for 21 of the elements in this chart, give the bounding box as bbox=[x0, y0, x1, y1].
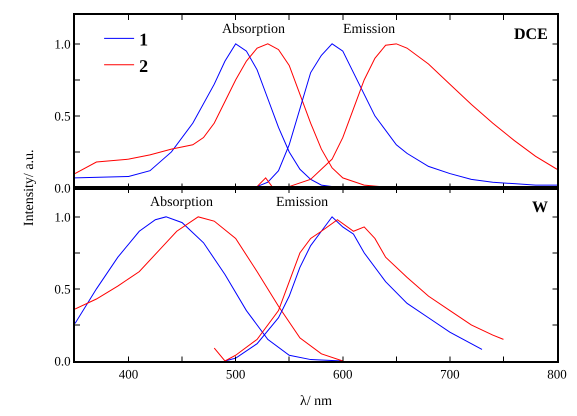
y-tick-label: 0.5 bbox=[54, 281, 71, 296]
x-tick-label: 800 bbox=[547, 366, 567, 382]
annotation: DCE bbox=[514, 26, 548, 43]
x-tick-label: 600 bbox=[333, 366, 353, 382]
annotation: Absorption bbox=[222, 22, 285, 37]
annotation: Emission bbox=[276, 195, 328, 210]
y-tick-label: 0.0 bbox=[54, 180, 71, 196]
x-tick-label: 700 bbox=[440, 366, 460, 382]
annotation: Emission bbox=[343, 22, 396, 37]
annotation: Absorption bbox=[150, 195, 213, 210]
y-tick-label: 0.5 bbox=[54, 108, 71, 124]
x-axis-title: λ/ nm bbox=[300, 394, 332, 410]
y-tick-label: 0.0 bbox=[54, 354, 71, 369]
y-tick-label: 1.0 bbox=[54, 36, 71, 52]
x-tick-label: 500 bbox=[226, 366, 246, 382]
x-tick-label: 400 bbox=[118, 366, 138, 382]
y-tick-label: 1.0 bbox=[54, 209, 71, 224]
y-axis-title: Intensity/ a.u. bbox=[22, 149, 38, 226]
legend-label: 1 bbox=[139, 29, 148, 50]
annotation: W bbox=[532, 199, 548, 216]
legend-label: 2 bbox=[139, 56, 148, 76]
